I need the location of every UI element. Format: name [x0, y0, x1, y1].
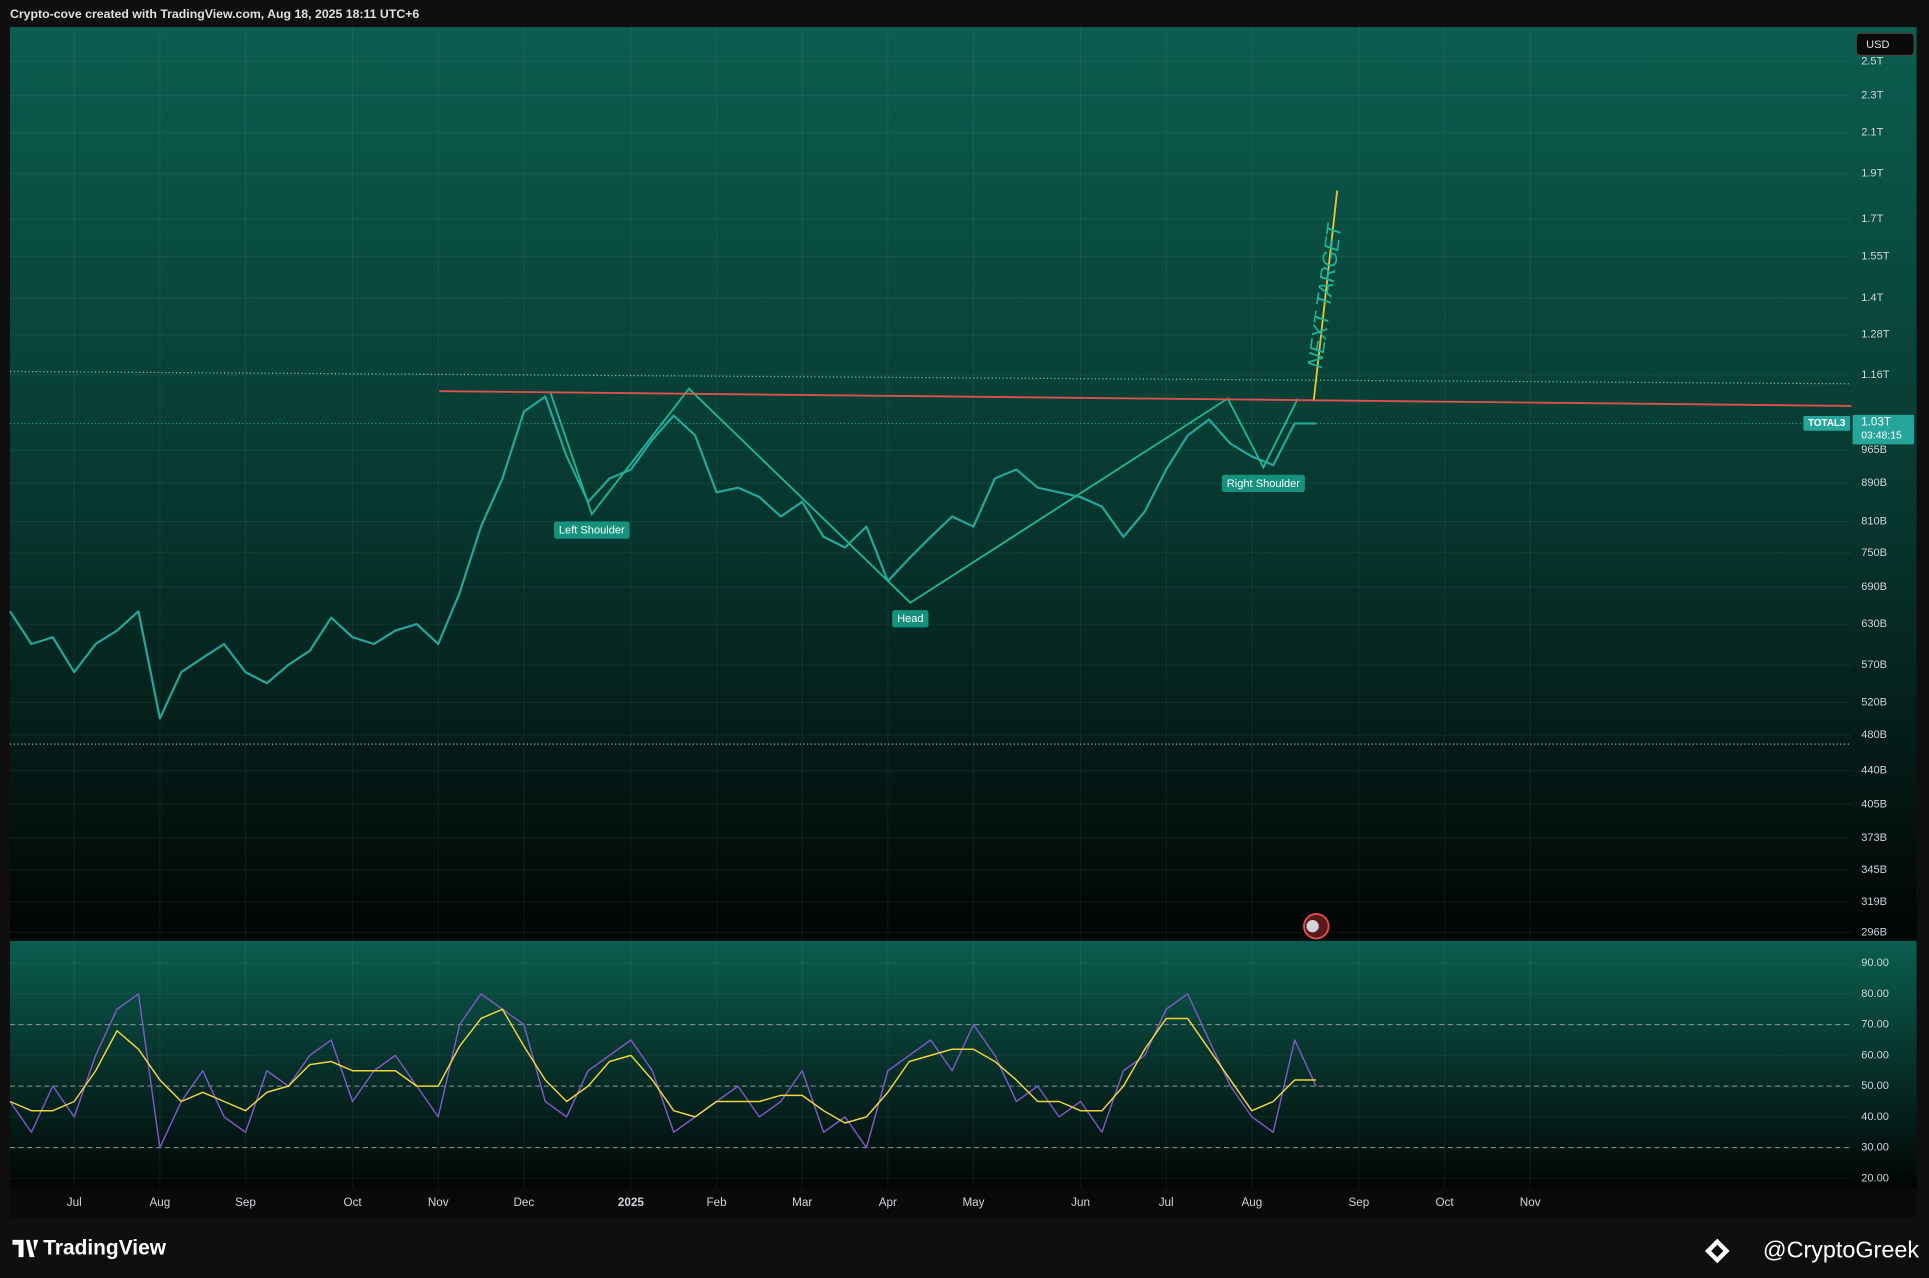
y-tick-label: 1.7T — [1861, 213, 1883, 225]
price-pane — [9, 27, 1917, 939]
series-name-box — [1803, 416, 1851, 431]
y-tick-label: 296B — [1861, 926, 1887, 938]
currency: USD — [1866, 39, 1889, 51]
x-tick-label: Sep — [1349, 1196, 1370, 1209]
y2-tick-label: 70.00 — [1861, 1019, 1889, 1031]
neckline — [439, 390, 1852, 407]
watermark-icon — [1704, 1238, 1730, 1264]
x-tick-label: Oct — [1435, 1196, 1454, 1209]
y-tick-label: 965B — [1861, 444, 1887, 456]
y2-tick-label: 30.00 — [1861, 1142, 1889, 1154]
brand-logo[interactable]: TradingView — [12, 1237, 167, 1260]
x-tick-label: Sep — [235, 1196, 256, 1209]
y-tick-label: 1.55T — [1861, 251, 1890, 263]
pattern-line — [549, 387, 1299, 604]
x-tick-label: Jun — [1071, 1196, 1090, 1209]
y-tick-label: 1.16T — [1861, 369, 1890, 381]
y-tick-label: 345B — [1861, 864, 1887, 876]
flag-dot — [1306, 920, 1319, 933]
x-tick-label: Dec — [513, 1196, 534, 1209]
y-tick-label: 440B — [1861, 765, 1887, 777]
y-tick-label: 690B — [1861, 581, 1887, 593]
pattern-label-box — [1221, 474, 1305, 493]
pattern-label: Right Shoulder — [1227, 478, 1300, 490]
x-axis-bar — [9, 1188, 1917, 1218]
y-tick-label: 2.1T — [1861, 127, 1883, 139]
y2-tick-label: 50.00 — [1861, 1080, 1889, 1092]
prior-high-line — [9, 370, 1852, 385]
y-tick-label: 480B — [1861, 729, 1887, 741]
x-tick-label: Aug — [1241, 1196, 1262, 1209]
x-tick-label: May — [962, 1196, 984, 1209]
x-tick-label: Jul — [1159, 1196, 1174, 1209]
y-tick-label: 405B — [1861, 798, 1887, 810]
y-tick-label: 630B — [1861, 618, 1887, 630]
grid — [9, 27, 1852, 1189]
y2-tick-label: 20.00 — [1861, 1172, 1889, 1184]
y-tick-label: 319B — [1861, 896, 1887, 908]
marks — [9, 395, 1317, 1149]
x-tick-label: Feb — [707, 1196, 727, 1209]
y-tick-label: 570B — [1861, 659, 1887, 671]
event-flag[interactable] — [1303, 912, 1330, 940]
x-tick-label: Jul — [67, 1196, 82, 1209]
brand-icon — [12, 1239, 39, 1258]
y-tick-label: 373B — [1861, 832, 1887, 844]
rsi-line — [9, 993, 1317, 1149]
x-tick-label: Nov — [1520, 1196, 1541, 1209]
x-tick-label: Oct — [343, 1196, 362, 1209]
x-tick-label: Apr — [879, 1196, 897, 1209]
pattern-label-box — [892, 610, 929, 628]
countdown: 03:48:15 — [1861, 430, 1902, 441]
y-tick-label: 2.3T — [1861, 89, 1883, 101]
currency-box[interactable] — [1855, 32, 1915, 56]
footer — [0, 1217, 1929, 1278]
target-line — [1312, 190, 1339, 400]
y-tick-label: 750B — [1861, 547, 1887, 559]
x-tick-label: Aug — [149, 1196, 170, 1209]
series-name: TOTAL3 — [1808, 418, 1846, 429]
y-tick-label: 520B — [1861, 696, 1887, 708]
watermark: @CryptoGreek — [1763, 1237, 1919, 1263]
last-value-box — [1852, 414, 1915, 445]
brand: TradingView — [43, 1237, 167, 1260]
attribution: Crypto-cove created with TradingView.com… — [10, 7, 419, 21]
y-tick-label: 890B — [1861, 477, 1887, 489]
rsi-line — [9, 1008, 1317, 1124]
y-tick-label: 2.5T — [1861, 55, 1883, 67]
y-tick-label: 1.9T — [1861, 167, 1883, 179]
rsi-pane — [9, 940, 1917, 1189]
y-tick-label: 810B — [1861, 515, 1887, 527]
y2-tick-label: 60.00 — [1861, 1049, 1889, 1061]
pattern-label-box — [553, 521, 630, 539]
pattern-label: Head — [897, 613, 923, 625]
y2-tick-label: 90.00 — [1861, 957, 1889, 969]
price-line — [9, 395, 1317, 720]
y-tick-label: 1.28T — [1861, 329, 1890, 341]
y-tick-label: 1.4T — [1861, 292, 1883, 304]
x-tick-label: Mar — [792, 1196, 812, 1209]
pattern-label: Left Shoulder — [559, 525, 625, 537]
x-tick-label: Nov — [428, 1196, 449, 1209]
y2-tick-label: 40.00 — [1861, 1111, 1889, 1123]
y2-tick-label: 80.00 — [1861, 988, 1889, 1000]
x-tick-label: 2025 — [618, 1196, 644, 1209]
last-value-label: 1.03T — [1861, 415, 1891, 428]
